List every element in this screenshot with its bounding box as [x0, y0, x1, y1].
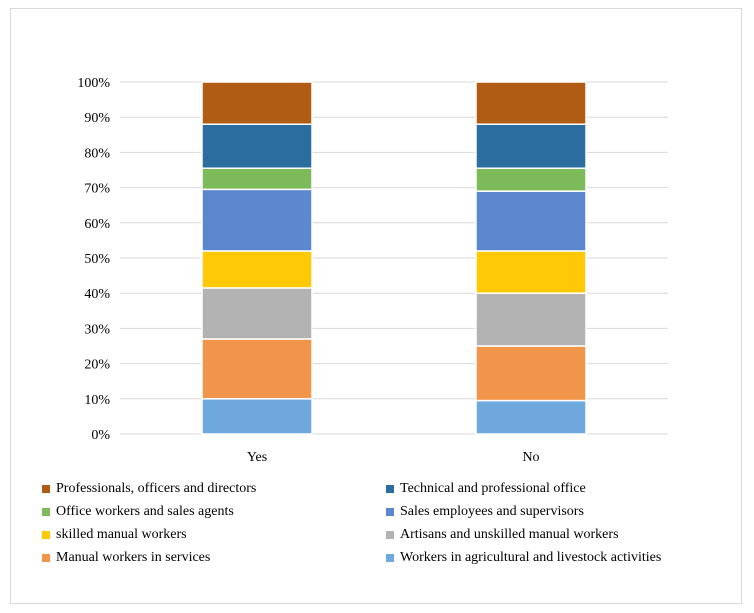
legend-label: Artisans and unskilled manual workers	[400, 527, 619, 542]
y-tick-label: 10%	[84, 393, 110, 408]
y-tick-label: 0%	[91, 428, 110, 443]
bar-segment	[201, 167, 313, 191]
legend-swatch	[386, 554, 394, 562]
bar-segment	[201, 250, 313, 289]
legend-label: Office workers and sales agents	[56, 504, 234, 519]
legend-swatch	[42, 508, 50, 516]
y-tick-label: 100%	[77, 76, 110, 91]
bar-segment	[201, 188, 313, 252]
bar-segment	[201, 81, 313, 125]
bar-segment	[475, 167, 587, 192]
legend-item: Professionals, officers and directors	[42, 481, 256, 497]
legend-item: Sales employees and supervisors	[386, 504, 584, 520]
legend-item: skilled manual workers	[42, 527, 187, 543]
bar-segment	[475, 399, 587, 435]
legend-item: Manual workers in services	[42, 550, 210, 566]
bar-segment	[201, 123, 313, 169]
legend-label: Manual workers in services	[56, 550, 211, 565]
legend-swatch	[386, 485, 394, 493]
legend-swatch	[42, 485, 50, 493]
y-tick-label: 90%	[84, 111, 110, 126]
legend-item: Office workers and sales agents	[42, 504, 234, 520]
bar-segment	[201, 287, 313, 340]
legend-label: skilled manual workers	[56, 527, 187, 542]
legend-label: Workers in agricultural and livestock ac…	[400, 550, 662, 565]
legend-swatch	[42, 554, 50, 562]
legend-item: Technical and professional office	[386, 481, 586, 497]
bar-segment	[475, 292, 587, 347]
y-tick-label: 60%	[84, 217, 110, 232]
y-tick-label: 70%	[84, 182, 110, 197]
legend-label: Technical and professional office	[400, 481, 586, 496]
bar-segment	[475, 190, 587, 252]
y-tick-label: 50%	[84, 252, 110, 267]
y-tick-label: 30%	[84, 322, 110, 337]
chart-frame	[10, 8, 742, 604]
bar-segment	[475, 81, 587, 125]
legend-item: Workers in agricultural and livestock ac…	[386, 550, 661, 566]
bar-segment	[201, 398, 313, 435]
bar-segment	[475, 250, 587, 294]
legend-label: Professionals, officers and directors	[56, 481, 257, 496]
y-tick-label: 20%	[84, 358, 110, 373]
legend-swatch	[42, 531, 50, 539]
bar-segment	[475, 123, 587, 169]
legend-swatch	[386, 508, 394, 516]
bar-segment	[201, 338, 313, 400]
x-tick-label: No	[522, 450, 539, 465]
legend-item: Artisans and unskilled manual workers	[386, 527, 619, 543]
x-tick-label: Yes	[247, 450, 267, 465]
legend-swatch	[386, 531, 394, 539]
legend-label: Sales employees and supervisors	[400, 504, 584, 519]
y-tick-label: 80%	[84, 146, 110, 161]
y-tick-label: 40%	[84, 287, 110, 302]
bar-segment	[475, 345, 587, 402]
